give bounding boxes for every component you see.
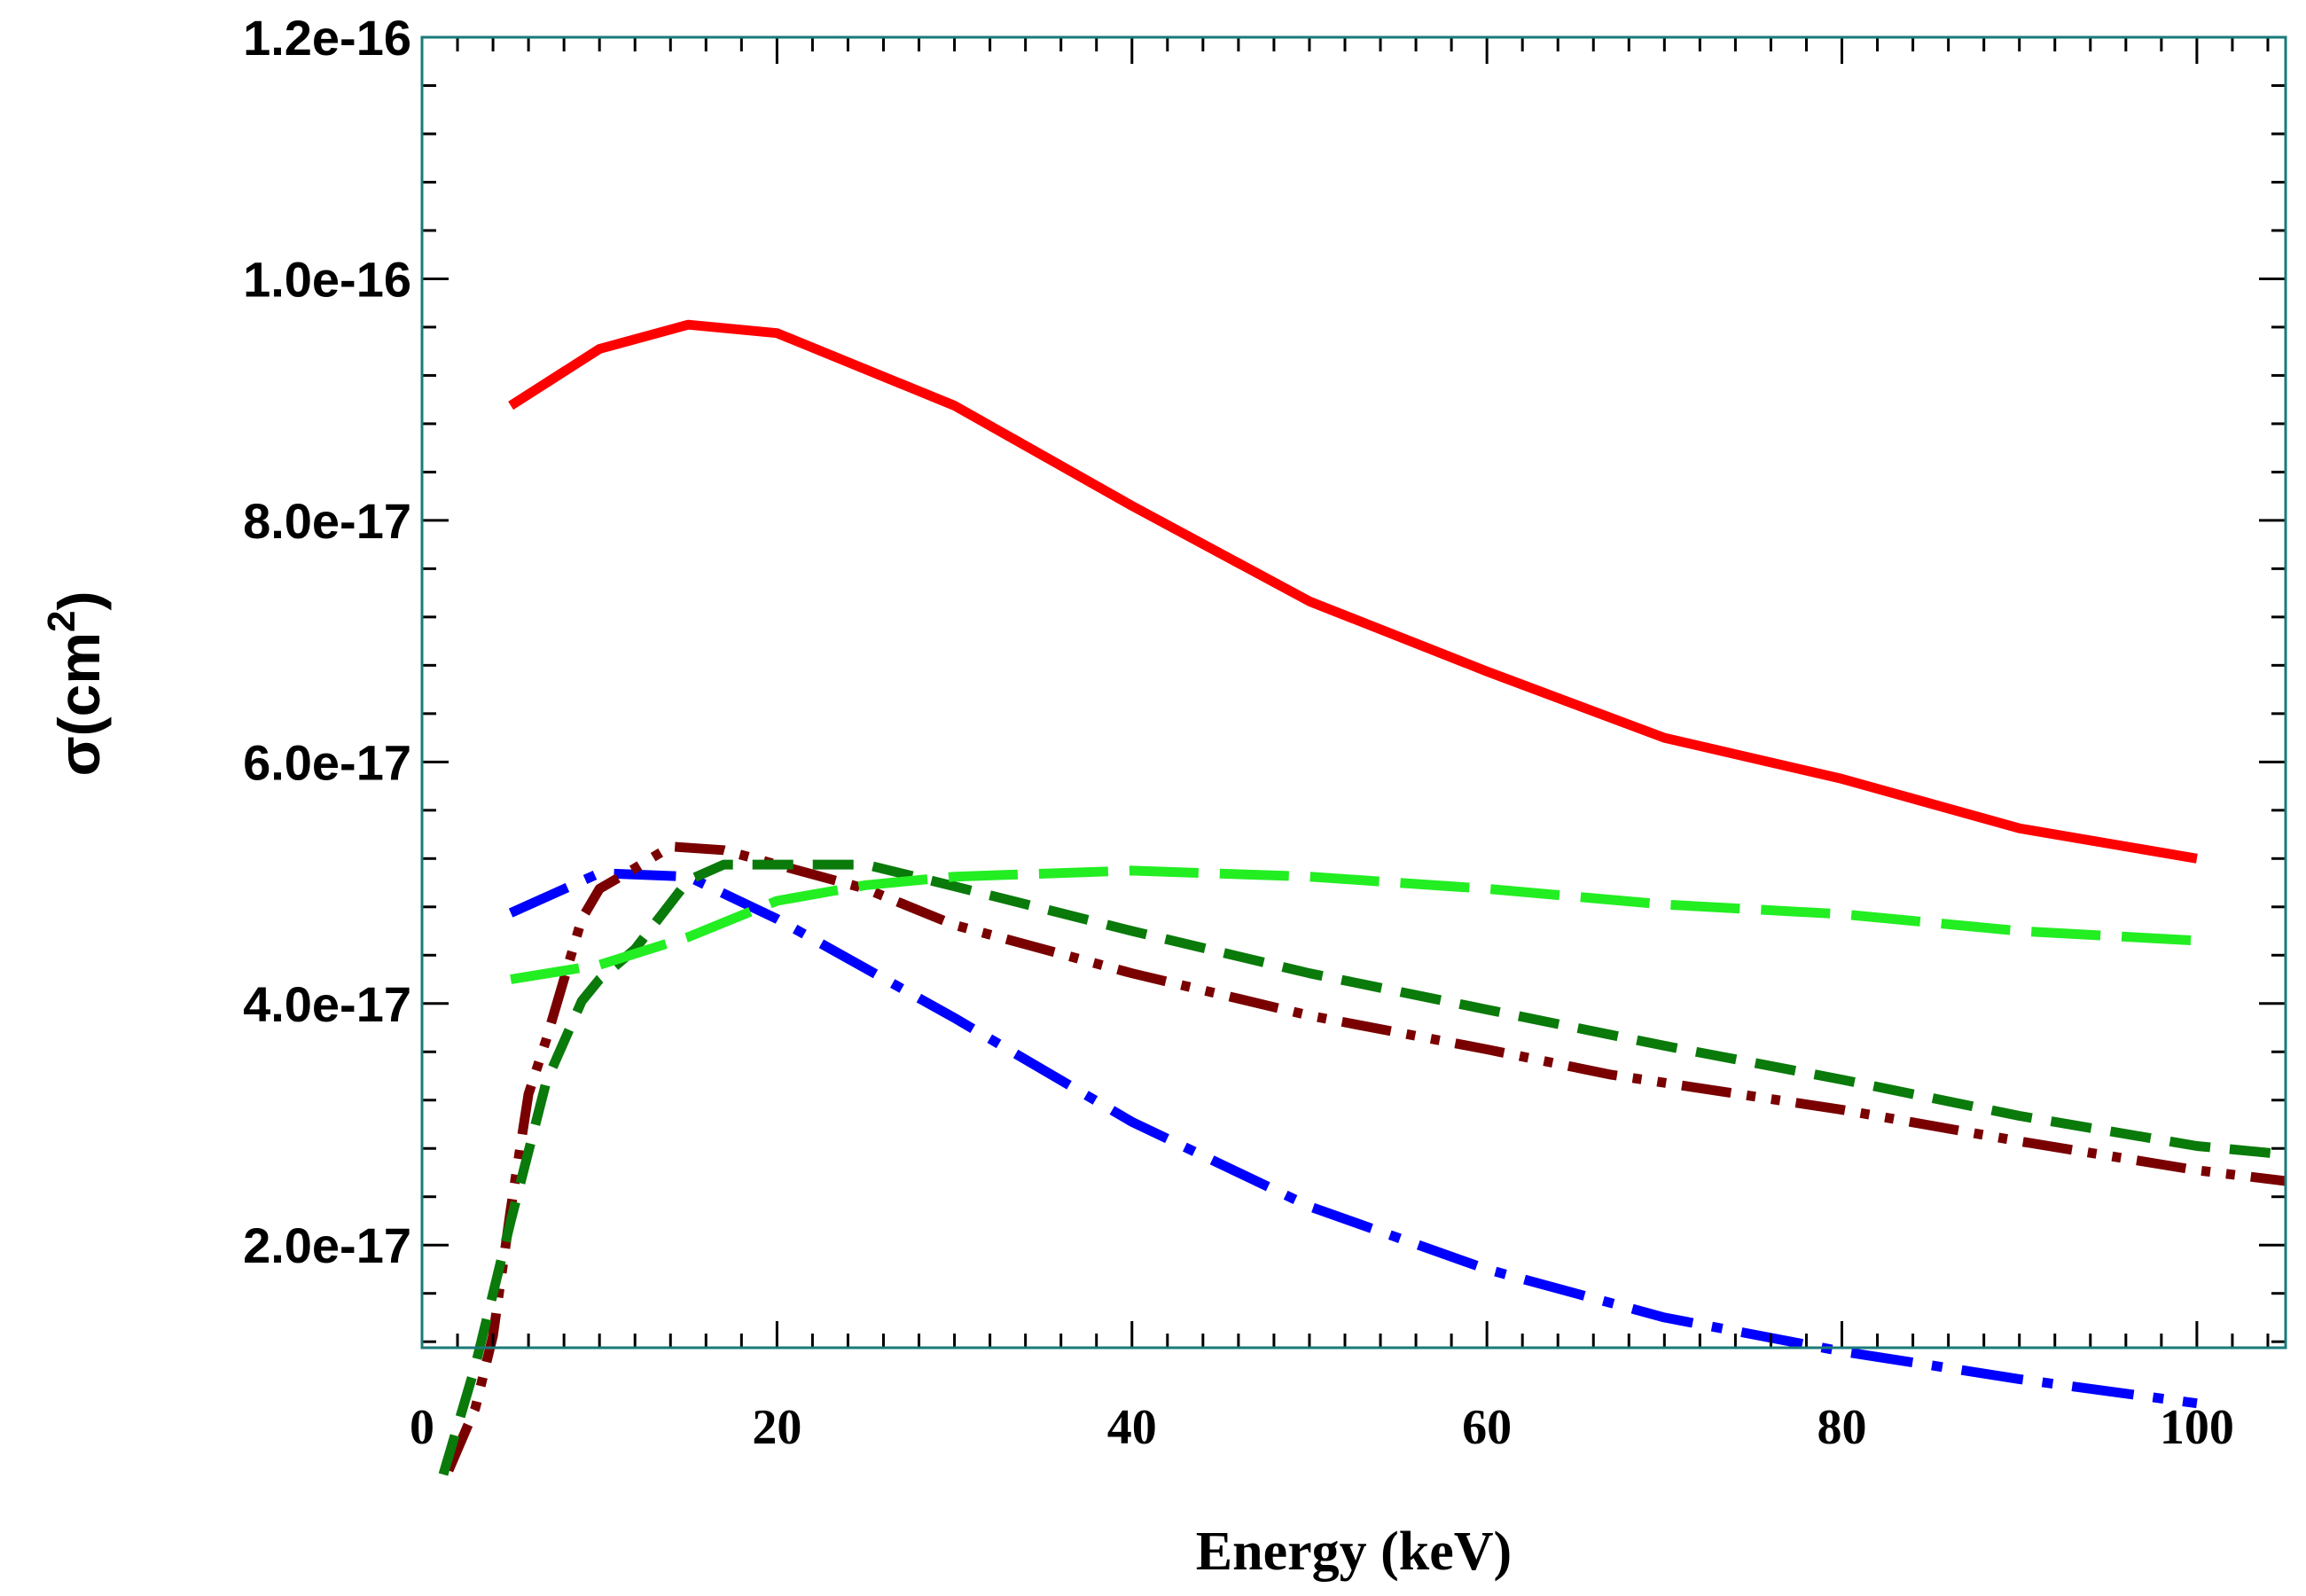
x-tick-label: 20 [752, 1400, 801, 1455]
series-line-darkred-dash-dot-dot [443, 841, 2286, 1473]
x-tick-label: 60 [1462, 1400, 1512, 1455]
plot-frame [420, 35, 2287, 1350]
x-tick-label: 0 [410, 1400, 434, 1455]
y-axis-title: σ(cm2) [40, 591, 112, 777]
x-tick-label: 40 [1107, 1400, 1157, 1455]
series-line-blue-dash-dot [508, 868, 2198, 1409]
series-layer [438, 319, 2286, 1476]
y-axis-title-superscript: 2 [40, 610, 83, 631]
series-line-red-solid [508, 319, 2198, 864]
label-layer: 0 20 40 60 80 100 2.0e-17 4.0e-17 6.0e-17 8.0e-17… [243, 10, 2234, 1455]
y-tick-label: 1.2e-16 [243, 10, 411, 66]
series-line-darkgreen-dashed [438, 859, 2286, 1476]
y-tick-label: 8.0e-17 [243, 493, 411, 549]
y-tick-label: 4.0e-17 [243, 976, 411, 1032]
tick-layer [420, 35, 2286, 1348]
y-axis-title-close: ) [46, 591, 112, 611]
y-axis-title-base: σ(cm [46, 632, 112, 777]
y-tick-label: 1.0e-16 [243, 251, 411, 307]
x-axis-title: Energy (keV) [1196, 1522, 1512, 1582]
y-tick-label: 2.0e-17 [243, 1217, 411, 1273]
series-line-lime-long-dashed [510, 865, 2198, 984]
y-tick-label: 6.0e-17 [243, 734, 411, 790]
x-tick-label: 80 [1817, 1400, 1867, 1455]
x-tick-label: 100 [2160, 1400, 2234, 1455]
